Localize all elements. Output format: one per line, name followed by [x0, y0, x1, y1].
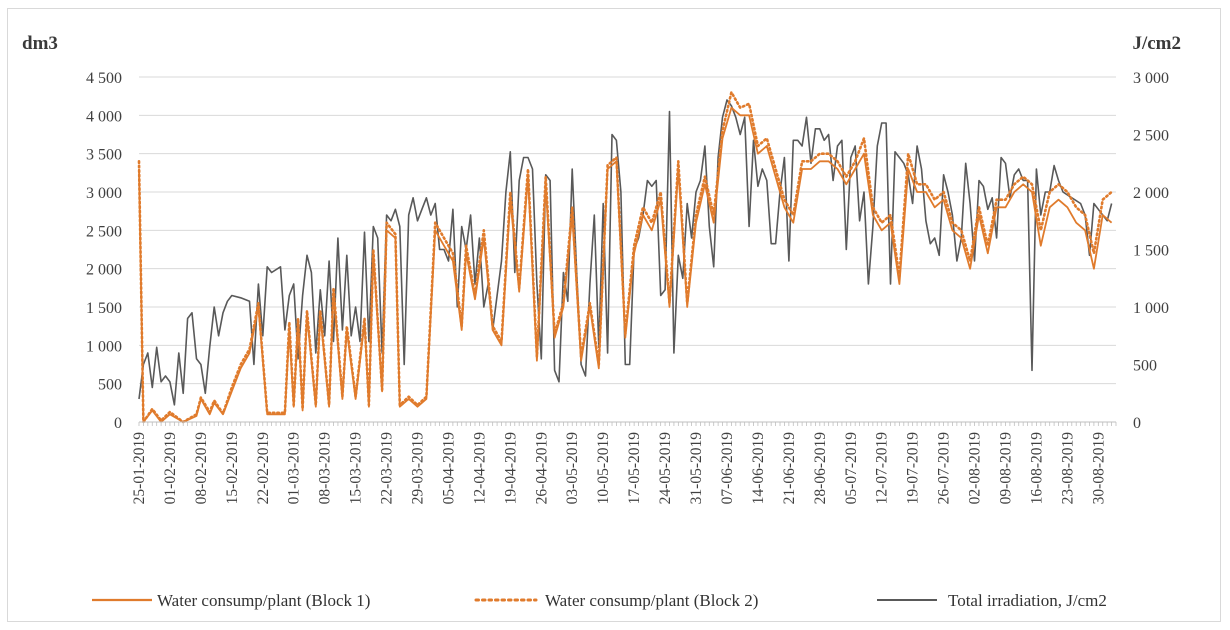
y-left-tick-label: 4 000	[86, 108, 122, 125]
x-tick-label: 01-03-2019	[286, 432, 303, 505]
chart-frame	[7, 8, 1221, 622]
x-tick-label: 10-05-2019	[595, 432, 612, 505]
x-tick-label: 03-05-2019	[564, 432, 581, 505]
x-tick-label: 08-02-2019	[193, 432, 210, 505]
x-tick-label: 17-05-2019	[626, 432, 643, 505]
y-right-tick-label: 500	[1133, 358, 1157, 375]
x-tick-label: 16-08-2019	[1028, 432, 1045, 505]
legend-label-irradiation: Total irradiation, J/cm2	[948, 591, 1107, 610]
legend-label-block2: Water consump/plant (Block 2)	[545, 591, 758, 610]
series-line-block1	[138, 106, 1113, 423]
y-right-tick-label: 3 000	[1133, 70, 1169, 87]
y-right-tick-label: 2 000	[1133, 185, 1169, 202]
x-tick-label: 22-02-2019	[255, 432, 272, 505]
gridlines	[139, 76, 1116, 423]
x-tick-label: 15-03-2019	[348, 432, 365, 505]
y-left-tick-label: 4 500	[86, 70, 122, 87]
series-layer	[137, 91, 1113, 424]
x-tick-label: 19-07-2019	[905, 432, 922, 505]
y-right-tick-label: 1 500	[1133, 243, 1169, 260]
x-tick-label: 24-05-2019	[657, 432, 674, 505]
x-tick-label: 08-03-2019	[317, 432, 334, 505]
x-tick-label: 07-06-2019	[719, 432, 736, 505]
x-tick-label: 12-07-2019	[874, 432, 891, 505]
series-line-irradiation	[138, 99, 1113, 406]
x-tick-label: 29-03-2019	[410, 432, 427, 505]
x-tick-label: 26-04-2019	[533, 432, 550, 505]
y-left-tick-label: 500	[98, 377, 122, 394]
y-left-tick-label: 2 000	[86, 262, 122, 279]
x-tick-label: 19-04-2019	[502, 432, 519, 505]
y-right-tick-label: 1 000	[1133, 300, 1169, 317]
x-tick-label: 21-06-2019	[781, 432, 798, 505]
y-left-tick-label: 3 000	[86, 185, 122, 202]
x-tick-label: 31-05-2019	[688, 432, 705, 505]
legend-label-block1: Water consump/plant (Block 1)	[157, 591, 370, 610]
x-tick-label: 02-08-2019	[967, 432, 984, 505]
x-tick-label: 01-02-2019	[162, 432, 179, 505]
axes-layer: 4 500 4 000 3 500 3 000 2 500 2 000 1 500 1 000…	[86, 70, 1169, 504]
x-tick-label: 25-01-2019	[131, 432, 148, 505]
x-tick-label: 30-08-2019	[1090, 432, 1107, 505]
y-left-tick-label: 1 000	[86, 338, 122, 355]
legend-item-irradiation: Total irradiation, J/cm2	[877, 591, 1107, 610]
y-right-tick-label: 0	[1133, 415, 1141, 432]
y-left-unit-label: dm3	[22, 33, 58, 54]
x-tick-label: 12-04-2019	[471, 432, 488, 505]
x-tick-label: 15-02-2019	[224, 432, 241, 505]
x-tick-label: 09-08-2019	[997, 432, 1014, 505]
x-tick-label: 05-07-2019	[843, 432, 860, 505]
x-tick-label: 28-06-2019	[812, 432, 829, 505]
y-left-tick-label: 3 500	[86, 147, 122, 164]
y-left-tick-label: 1 500	[86, 300, 122, 317]
x-tick-label: 26-07-2019	[936, 432, 953, 505]
x-tick-label: 05-04-2019	[440, 432, 457, 505]
x-tick-label: 14-06-2019	[750, 432, 767, 505]
y-right-tick-label: 2 500	[1133, 128, 1169, 145]
x-tick-label: 22-03-2019	[379, 432, 396, 505]
series-line-block2	[137, 91, 1113, 424]
legend-item-block2: Water consump/plant (Block 2)	[474, 591, 758, 610]
y-left-tick-label: 2 500	[86, 223, 122, 240]
y-left-tick-label: 0	[114, 415, 122, 432]
y-right-unit-label: J/cm2	[1132, 33, 1181, 54]
x-tick-label: 23-08-2019	[1059, 432, 1076, 505]
legend: Water consump/plant (Block 1) Water cons…	[92, 591, 1107, 610]
legend-item-block1: Water consump/plant (Block 1)	[92, 591, 370, 610]
